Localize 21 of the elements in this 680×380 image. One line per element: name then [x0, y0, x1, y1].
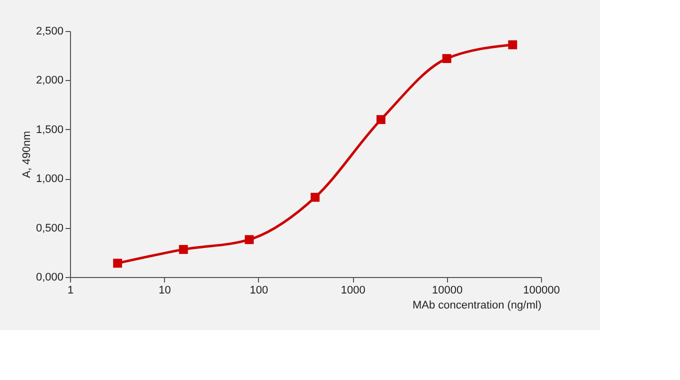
x-tick-label: 1000	[340, 284, 366, 296]
x-axis-title: MAb concentration (ng/ml)	[412, 300, 542, 312]
point	[508, 40, 518, 50]
y-tick-label: 0,500	[36, 222, 64, 234]
y-axis-title: A, 490nm	[20, 130, 33, 178]
x-tick-label: 100	[250, 284, 268, 296]
point	[113, 258, 122, 268]
point	[310, 192, 320, 202]
x-tick-label: 1	[67, 284, 74, 296]
x-tick-label: 10	[158, 284, 171, 296]
x-tick-label: 100000	[523, 284, 560, 296]
y-tick-label: 1,500	[36, 124, 64, 136]
point	[376, 115, 386, 124]
y-tick-label: 1,000	[36, 173, 64, 186]
x-tick-label: 10000	[432, 284, 463, 296]
point	[244, 235, 254, 244]
y-tick-label: 2,500	[36, 26, 64, 38]
point	[442, 54, 452, 64]
point	[178, 244, 188, 254]
y-tick-label: 2,000	[36, 74, 64, 87]
y-tick-label: 0,000	[36, 272, 64, 284]
